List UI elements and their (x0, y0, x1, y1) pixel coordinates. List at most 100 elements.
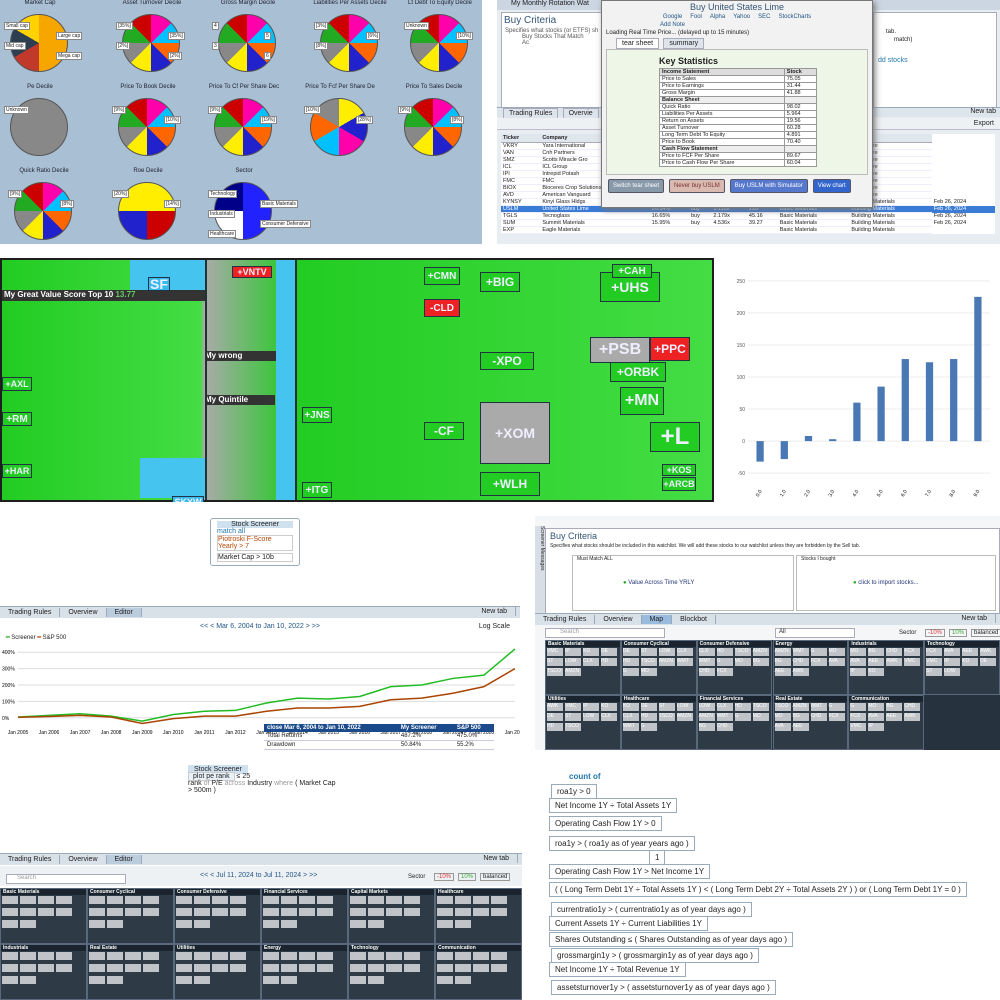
heatmap-tile[interactable]: +ORBK (610, 362, 666, 382)
stock-tile[interactable] (437, 964, 453, 972)
stock-tile[interactable]: VMC (926, 658, 943, 666)
stock-tile[interactable] (350, 896, 366, 904)
bar[interactable] (853, 402, 861, 442)
sector-block[interactable]: Utilities AWK VMC IP KO DE ST LOW CLX HD TSCO (545, 695, 621, 750)
stock-tile[interactable] (194, 976, 210, 984)
import-stocks-link[interactable]: ● click to import stocks... (853, 580, 919, 586)
match-all[interactable]: match all (217, 528, 246, 535)
table-row[interactable]: SUM Summit Materials 15.95% buy 4.536x 39.27 B… (501, 219, 995, 227)
sector-block[interactable]: Communication G MO BG CHD FCX AVA AEE AWK VMC IP (848, 695, 925, 750)
stock-tile[interactable]: VMC (850, 723, 867, 731)
stock-tile[interactable] (386, 964, 402, 972)
stock-tile[interactable] (20, 952, 36, 960)
stock-tile[interactable] (368, 920, 384, 928)
stock-tile[interactable] (368, 908, 384, 916)
stock-tile[interactable]: MO (640, 668, 657, 676)
stock-tile[interactable]: VMC (547, 648, 563, 656)
stock-tile[interactable] (299, 964, 315, 972)
stock-tile[interactable]: AEE (774, 668, 791, 676)
stock-tile[interactable]: ST (926, 668, 943, 676)
stock-tile[interactable] (176, 920, 192, 928)
sector-block[interactable]: Healthcare (435, 888, 522, 944)
stock-tile[interactable]: HD (640, 713, 657, 721)
stock-tile[interactable] (38, 964, 54, 972)
stock-tile[interactable]: CLX (716, 703, 733, 711)
stock-tile[interactable]: TSCO (547, 668, 563, 676)
stock-tile[interactable]: WMT (622, 723, 639, 731)
heatmap-tile[interactable]: +PPC (650, 337, 690, 361)
stock-tile[interactable] (125, 896, 141, 904)
stock-tile[interactable] (125, 952, 141, 960)
tab-overview[interactable]: Overview (595, 615, 642, 624)
tab-trading-rules[interactable]: Trading Rules (535, 615, 596, 624)
heatmap-tile[interactable]: SF (148, 277, 170, 291)
sector-block[interactable]: Basic Materials (0, 888, 87, 944)
rule-item[interactable]: Net Income 1Y ÷ Total Revenue 1Y (549, 962, 686, 977)
stock-tile[interactable]: DE (547, 713, 563, 721)
heatmap-tile[interactable]: +AXL (2, 377, 32, 391)
stock-tile[interactable]: TSCO (774, 703, 791, 711)
sector-block[interactable]: Consumer Defensive CLX HD TSCO AMZN WMT G MO BG C… (696, 640, 773, 695)
stock-tile[interactable]: AMZN (676, 713, 693, 721)
stock-tile[interactable] (386, 896, 402, 904)
stock-tile[interactable]: MO (868, 703, 885, 711)
sector-block[interactable]: Consumer Cyclical (87, 888, 174, 944)
rule-item[interactable]: Net Income 1Y ÷ Total Assets 1Y (549, 798, 678, 813)
stock-tile[interactable] (350, 964, 366, 972)
stock-tile[interactable] (107, 896, 123, 904)
log-scale-toggle[interactable]: Log Scale (478, 623, 510, 630)
stock-tile[interactable] (107, 952, 123, 960)
stock-tile[interactable] (2, 896, 18, 904)
popup-link[interactable]: Alpha (709, 14, 726, 20)
stock-tile[interactable] (437, 920, 453, 928)
stock-tile[interactable]: AWK (547, 703, 563, 711)
stock-tile[interactable] (437, 896, 453, 904)
bar[interactable] (901, 359, 909, 442)
stock-tile[interactable] (317, 964, 333, 972)
stock-tile[interactable] (350, 952, 366, 960)
stock-tile[interactable] (386, 908, 402, 916)
stock-tile[interactable] (230, 952, 246, 960)
stock-tile[interactable]: CHD (904, 703, 921, 711)
market-cap-cond[interactable]: ( Market Cap > 500m ) (188, 780, 336, 794)
popup-button[interactable]: Never buy USLM (669, 179, 725, 193)
rule-item[interactable]: currentratio1y > ( currentratio1y as of … (551, 902, 752, 917)
sorted-by[interactable]: Sector (899, 630, 917, 636)
stock-tile[interactable] (491, 964, 507, 972)
sector-block[interactable]: Technology FCX AVA AEE AWK VMC IP KO DE ST LOW (924, 640, 1000, 695)
new-tab-button[interactable]: New tab (970, 108, 996, 115)
stock-tile[interactable]: AVA (774, 723, 791, 731)
stock-tile[interactable]: CHD (810, 713, 827, 721)
stock-tile[interactable]: CHD (716, 723, 733, 731)
heatmap-tile[interactable]: +CAH (612, 264, 652, 278)
stock-tile[interactable] (350, 908, 366, 916)
stock-tile[interactable]: LOW (676, 703, 693, 711)
search-input[interactable]: Search (6, 874, 126, 884)
stock-tile[interactable] (455, 964, 471, 972)
stock-tile[interactable]: IP (583, 703, 599, 711)
heatmap-tile[interactable]: +XOM (480, 402, 550, 464)
stock-tile[interactable]: G (810, 648, 827, 656)
popup-link[interactable]: StockCharts (778, 14, 812, 20)
stock-tile[interactable] (89, 896, 105, 904)
date-from[interactable]: Mar 6, 2004 (216, 623, 254, 630)
sector-block[interactable]: Technology (348, 944, 435, 1000)
tab-editor[interactable]: Editor (106, 855, 142, 864)
sector-block[interactable]: Communication (435, 944, 522, 1000)
stock-tile[interactable] (107, 964, 123, 972)
stock-tile[interactable] (263, 952, 279, 960)
stock-tile[interactable]: AMZN (792, 703, 809, 711)
stock-tile[interactable]: FCX (850, 713, 867, 721)
stock-tile[interactable] (404, 908, 420, 916)
stock-tile[interactable] (2, 964, 18, 972)
rule-value[interactable]: 25 (242, 773, 251, 780)
stock-tile[interactable] (317, 896, 333, 904)
stock-tile[interactable]: CHD (698, 668, 715, 676)
stock-tile[interactable] (281, 952, 297, 960)
heatmap-tile[interactable]: -CF (424, 422, 464, 440)
stock-tile[interactable] (176, 976, 192, 984)
popup-button[interactable]: View chart (812, 179, 851, 193)
stock-tile[interactable]: FCX (810, 658, 827, 666)
stock-tile[interactable]: G (716, 658, 733, 666)
stock-tile[interactable] (107, 908, 123, 916)
